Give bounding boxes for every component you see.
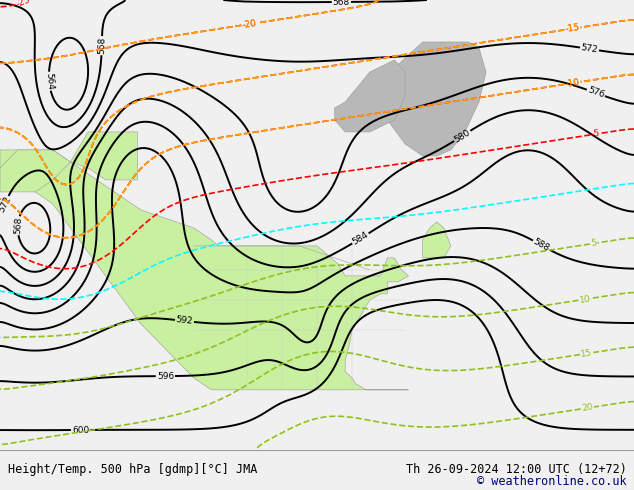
Text: 568: 568	[97, 37, 107, 54]
Polygon shape	[423, 222, 451, 258]
Text: 576: 576	[586, 86, 605, 100]
Text: 572: 572	[0, 195, 12, 214]
Text: -10: -10	[564, 77, 581, 89]
Text: 596: 596	[157, 371, 174, 381]
Text: 564: 564	[44, 73, 55, 90]
Polygon shape	[0, 132, 138, 192]
Text: -10: -10	[564, 77, 581, 89]
Text: 5: 5	[590, 239, 597, 248]
Text: -25: -25	[15, 0, 32, 9]
Text: 572: 572	[580, 43, 598, 55]
Text: 15: 15	[580, 348, 593, 359]
Text: Height/Temp. 500 hPa [gdmp][°C] JMA: Height/Temp. 500 hPa [gdmp][°C] JMA	[8, 463, 257, 476]
Text: Th 26-09-2024 12:00 UTC (12+72): Th 26-09-2024 12:00 UTC (12+72)	[406, 463, 626, 476]
Text: 10: 10	[579, 294, 592, 305]
Text: 588: 588	[532, 237, 551, 253]
Polygon shape	[335, 60, 405, 132]
Text: 592: 592	[176, 316, 193, 326]
Text: -20: -20	[242, 19, 257, 29]
Text: 568: 568	[13, 217, 23, 235]
Text: -15: -15	[564, 23, 581, 34]
Text: -5: -5	[591, 129, 601, 139]
Text: 568: 568	[333, 0, 350, 6]
Text: 580: 580	[453, 127, 472, 145]
Text: 584: 584	[351, 230, 370, 247]
Polygon shape	[0, 150, 408, 390]
Text: -15: -15	[564, 23, 581, 34]
Text: -20: -20	[242, 19, 257, 29]
Text: 600: 600	[72, 425, 89, 435]
Text: 20: 20	[581, 403, 593, 413]
Text: © weatheronline.co.uk: © weatheronline.co.uk	[477, 475, 626, 488]
Polygon shape	[377, 42, 486, 156]
